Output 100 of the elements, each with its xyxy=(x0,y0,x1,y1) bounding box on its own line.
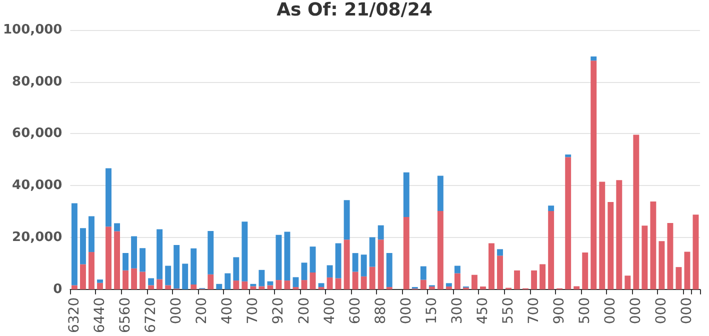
x-tick-label: 300 xyxy=(449,297,466,324)
bar xyxy=(310,272,316,290)
x-tick-label: 000 xyxy=(168,297,185,324)
bar xyxy=(360,276,367,290)
bar xyxy=(284,280,290,290)
bar xyxy=(497,249,503,256)
bar xyxy=(190,248,197,284)
bar xyxy=(565,157,572,290)
bar xyxy=(480,286,486,290)
bar xyxy=(71,285,78,290)
bar xyxy=(565,154,572,158)
bar xyxy=(633,134,640,290)
bar xyxy=(514,270,520,290)
bar xyxy=(599,182,606,290)
bar xyxy=(114,223,120,232)
bar xyxy=(378,240,384,290)
bar xyxy=(148,285,154,290)
bar xyxy=(676,267,682,290)
bar xyxy=(80,228,86,264)
y-tick-label: 20,000 xyxy=(12,230,62,245)
x-tick-label: 200 xyxy=(194,297,210,324)
bar xyxy=(386,253,392,288)
bar xyxy=(140,248,146,272)
bar xyxy=(692,214,699,290)
y-tick-label: 60,000 xyxy=(12,126,62,142)
x-tick-label: 6320 xyxy=(66,297,82,334)
bar xyxy=(326,277,333,290)
bar xyxy=(258,270,265,286)
bar xyxy=(335,243,342,278)
x-tick-label: 400 xyxy=(322,297,338,324)
bar xyxy=(624,276,631,290)
bar xyxy=(156,229,163,280)
x-tick-label: 700 xyxy=(245,297,262,324)
bar xyxy=(471,274,478,290)
bar xyxy=(531,270,538,290)
x-tick-label: 000 xyxy=(398,297,414,324)
bar xyxy=(369,237,376,267)
bar xyxy=(233,280,240,290)
bar xyxy=(284,232,290,281)
bar xyxy=(148,278,154,286)
bar xyxy=(352,253,358,272)
bar xyxy=(208,274,214,290)
bar xyxy=(326,265,333,278)
bar xyxy=(97,282,103,290)
y-tick-label: 100,000 xyxy=(2,22,62,38)
bar xyxy=(344,200,350,240)
x-tick-label: 200 xyxy=(296,297,312,324)
x-tick-label: 900 xyxy=(552,297,568,324)
bar xyxy=(216,284,222,290)
bar xyxy=(548,206,554,212)
bar xyxy=(88,216,94,252)
bar xyxy=(80,264,86,290)
bar xyxy=(174,245,180,289)
bar xyxy=(454,266,460,274)
bar xyxy=(131,236,138,268)
bar xyxy=(352,272,358,290)
bar xyxy=(190,284,197,290)
bar xyxy=(658,241,665,290)
x-tick-label: 000 xyxy=(679,297,696,324)
bar xyxy=(684,252,690,290)
bar xyxy=(258,286,265,290)
bar xyxy=(97,280,103,283)
bar xyxy=(165,266,172,286)
x-tick-label: 880 xyxy=(372,297,389,324)
bar xyxy=(582,252,588,290)
y-tick-label: 40,000 xyxy=(12,178,62,194)
bar xyxy=(250,286,256,290)
bar xyxy=(310,246,316,273)
bar xyxy=(122,270,129,290)
bar xyxy=(267,281,274,286)
y-tick-label: 0 xyxy=(53,282,62,297)
bar xyxy=(276,280,282,290)
x-tick-label: 150 xyxy=(424,297,440,324)
x-tick-label: 550 xyxy=(500,297,517,324)
bar xyxy=(242,222,248,282)
bar xyxy=(403,217,410,290)
bar xyxy=(360,254,367,276)
bar xyxy=(437,176,444,212)
bar xyxy=(156,279,163,290)
bar xyxy=(140,272,146,290)
bar xyxy=(114,231,120,290)
x-tick-label: 700 xyxy=(526,297,542,324)
bar xyxy=(292,277,299,288)
x-tick-label: 6560 xyxy=(118,297,134,334)
bar xyxy=(540,264,546,290)
bar xyxy=(488,243,494,290)
chart-title: As Of: 21/08/24 xyxy=(276,0,432,20)
bar xyxy=(250,284,256,286)
bar xyxy=(335,278,342,290)
bar xyxy=(437,211,444,290)
bar xyxy=(497,256,503,290)
bar xyxy=(590,56,597,61)
bar xyxy=(344,240,350,290)
bar xyxy=(454,273,460,290)
bar xyxy=(224,273,231,290)
bar xyxy=(574,286,580,290)
bar xyxy=(650,201,656,290)
bar xyxy=(590,60,597,290)
bar xyxy=(667,222,674,290)
bar xyxy=(378,225,384,240)
